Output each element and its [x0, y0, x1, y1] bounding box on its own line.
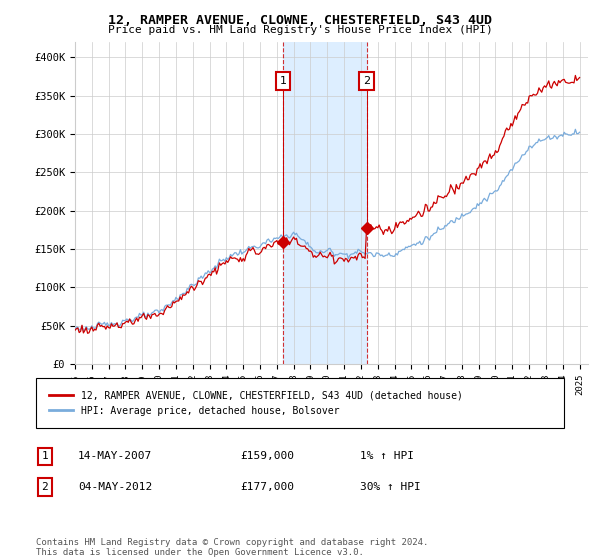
Text: 2: 2 — [363, 76, 370, 86]
Text: Price paid vs. HM Land Registry's House Price Index (HPI): Price paid vs. HM Land Registry's House … — [107, 25, 493, 35]
Text: 04-MAY-2012: 04-MAY-2012 — [78, 482, 152, 492]
Text: 30% ↑ HPI: 30% ↑ HPI — [360, 482, 421, 492]
FancyBboxPatch shape — [36, 378, 564, 428]
Text: Contains HM Land Registry data © Crown copyright and database right 2024.
This d: Contains HM Land Registry data © Crown c… — [36, 538, 428, 557]
Text: 1: 1 — [41, 451, 49, 461]
Text: 1% ↑ HPI: 1% ↑ HPI — [360, 451, 414, 461]
Text: £177,000: £177,000 — [240, 482, 294, 492]
Text: 1: 1 — [280, 76, 287, 86]
Text: 14-MAY-2007: 14-MAY-2007 — [78, 451, 152, 461]
Text: 12, RAMPER AVENUE, CLOWNE, CHESTERFIELD, S43 4UD: 12, RAMPER AVENUE, CLOWNE, CHESTERFIELD,… — [108, 14, 492, 27]
Text: £159,000: £159,000 — [240, 451, 294, 461]
Text: 2: 2 — [41, 482, 49, 492]
Bar — [283, 42, 367, 364]
Legend: 12, RAMPER AVENUE, CLOWNE, CHESTERFIELD, S43 4UD (detached house), HPI: Average : 12, RAMPER AVENUE, CLOWNE, CHESTERFIELD,… — [46, 388, 466, 418]
